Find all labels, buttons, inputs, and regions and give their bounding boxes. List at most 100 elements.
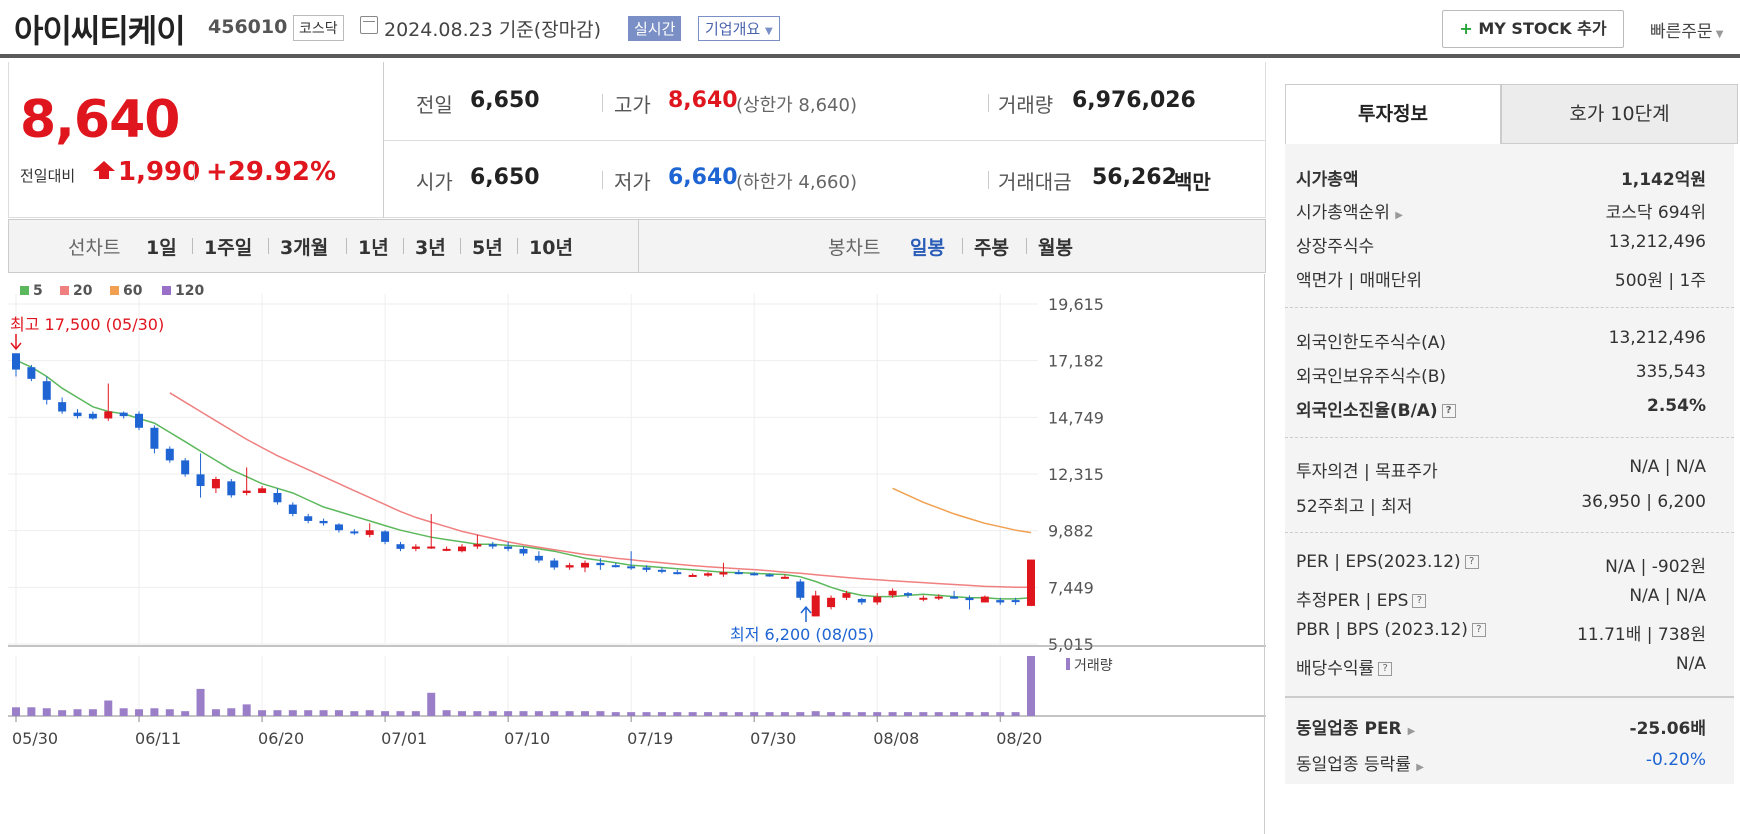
candle-body: [842, 593, 851, 598]
candle-body: [211, 479, 220, 489]
candle-body: [642, 567, 651, 570]
volume-bar: [350, 711, 359, 716]
candle-body: [365, 530, 374, 535]
up-arrow-icon: [93, 161, 115, 179]
candle-body: [457, 546, 466, 552]
w52-label: 52주최고 | 최저: [1296, 497, 1413, 517]
est-per-label: 추정PER | EPS?: [1296, 586, 1427, 611]
volume-bar: [273, 710, 282, 716]
volume-bar: [396, 711, 405, 716]
help-icon[interactable]: ?: [1464, 555, 1479, 569]
period-5y[interactable]: 5년: [472, 237, 503, 259]
period-3y[interactable]: 3년: [415, 237, 446, 259]
foreign-hold-label: 외국인보유주식수(B): [1296, 367, 1447, 387]
divider: [460, 238, 461, 254]
lower-limit: (하한가 4,660): [736, 172, 857, 193]
company-info-dropdown[interactable]: 기업개요 ▼: [698, 16, 780, 41]
volume-bar: [903, 712, 912, 716]
divider: [194, 164, 195, 182]
x-tick-label: 05/30: [12, 729, 58, 748]
volume-bar: [627, 712, 636, 716]
volume-bar: [88, 709, 97, 716]
candle-body: [719, 572, 728, 575]
high-label: 고가: [614, 93, 651, 117]
stock-code: 456010: [208, 16, 288, 38]
volume-bar: [150, 708, 159, 716]
period-monthly[interactable]: 월봉: [1038, 237, 1073, 259]
legend-label: 5: [33, 283, 43, 299]
add-mystock-button[interactable]: + MY STOCK 추가: [1442, 10, 1624, 48]
amount-unit: 백만: [1174, 170, 1211, 194]
y-tick-label: 14,749: [1048, 408, 1104, 427]
volume-bar: [27, 707, 36, 716]
candle-body: [734, 572, 743, 575]
x-tick-label: 06/11: [135, 729, 181, 748]
divider: [602, 171, 603, 189]
volume-bar: [734, 712, 743, 716]
period-1d[interactable]: 1일: [146, 237, 177, 259]
volume-bar: [104, 700, 113, 716]
volume-bar: [996, 712, 1005, 716]
volume-bar: [258, 710, 267, 716]
candle-body: [258, 488, 267, 493]
candle-body: [411, 546, 420, 549]
divider: [1264, 274, 1265, 834]
volume-bar: [365, 710, 374, 716]
candle-body: [350, 531, 359, 534]
help-icon[interactable]: ?: [1378, 662, 1393, 676]
volume-bar: [919, 712, 928, 716]
volume-bar: [427, 692, 436, 716]
high-arrow-icon: [10, 334, 22, 351]
volume-bar: [980, 712, 989, 716]
divider: [383, 62, 384, 218]
period-daily[interactable]: 일봉: [910, 237, 945, 259]
candle-body: [227, 481, 236, 496]
divider: [403, 238, 404, 254]
market-cap-value: 1,142억원: [1620, 170, 1706, 190]
volume-bar: [873, 712, 882, 716]
volume-bar: [319, 710, 328, 716]
industry-change-label: 동일업종 등락률 ▶: [1296, 755, 1424, 775]
candle-body: [657, 569, 666, 572]
candle-body: [1027, 559, 1035, 606]
volume-bar: [227, 708, 236, 716]
industry-change-value: -0.20%: [1645, 750, 1706, 770]
volume-legend-label: 거래량: [1074, 658, 1113, 674]
period-3m[interactable]: 3개월: [280, 237, 329, 259]
help-icon[interactable]: ?: [1441, 404, 1456, 418]
tab-invest-info[interactable]: 투자정보: [1285, 84, 1501, 144]
volume-bar: [442, 710, 451, 716]
candle-body: [796, 581, 805, 598]
candlestick-chart[interactable]: 19,615 17,182 14,749 12,315 9,882 7,449 5,015 0…: [8, 274, 1266, 834]
period-1w[interactable]: 1주일: [204, 237, 253, 259]
volume-bar: [657, 712, 666, 716]
candle-body: [534, 555, 543, 561]
period-10y[interactable]: 10년: [529, 237, 573, 259]
low-label: 저가: [614, 170, 651, 194]
legend-swatch: [162, 286, 171, 295]
shares-label: 상장주식수: [1296, 237, 1375, 257]
quick-order-dropdown[interactable]: 빠른주문 ▼: [1650, 17, 1723, 42]
candle-body: [965, 597, 974, 601]
candle-body: [88, 413, 97, 419]
upper-limit: (상한가 8,640): [736, 95, 857, 116]
current-price: 8,640: [20, 90, 180, 150]
period-1y[interactable]: 1년: [358, 237, 389, 259]
period-weekly[interactable]: 주봉: [974, 237, 1009, 259]
candle-body: [519, 548, 528, 554]
realtime-button[interactable]: 실시간: [628, 16, 682, 41]
y-tick-label: 17,182: [1048, 352, 1104, 371]
help-icon[interactable]: ?: [1412, 594, 1427, 608]
price-change: 1,990: [118, 157, 201, 187]
tab-orderbook-10[interactable]: 호가 10단계: [1501, 84, 1738, 144]
foreign-ratio-label: 외국인소진율(B/A)?: [1296, 396, 1456, 421]
foreign-limit-value: 13,212,496: [1608, 328, 1706, 348]
volume-bar: [165, 709, 174, 716]
volume-bar: [611, 712, 620, 716]
prev-close-label: 전일: [416, 93, 453, 117]
period-bar: [8, 219, 1266, 273]
candle-body: [596, 562, 605, 566]
help-icon[interactable]: ?: [1471, 623, 1486, 637]
low-value: 6,640: [668, 165, 738, 190]
company-info-label: 기업개요: [705, 20, 761, 38]
